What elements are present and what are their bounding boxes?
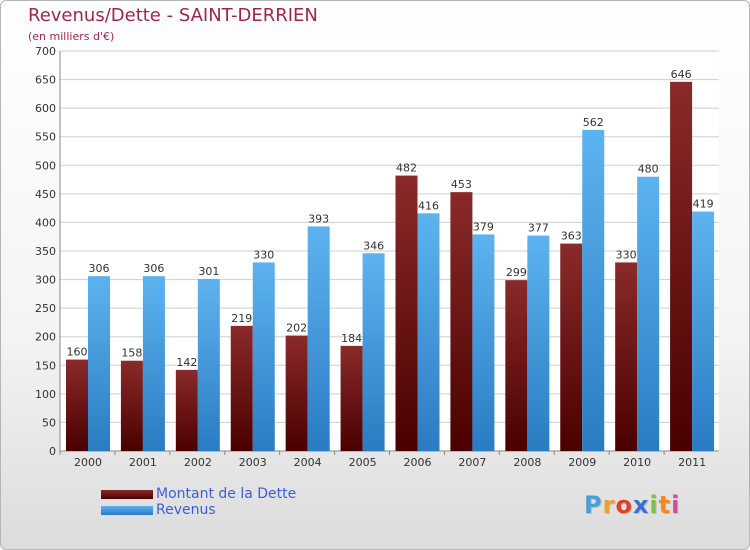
data-label: 158 (121, 347, 142, 360)
bar-revenus (362, 253, 385, 451)
x-tick-label: 2010 (623, 456, 651, 469)
legend-swatch-debt (101, 490, 153, 499)
y-tick-label: 0 (49, 445, 56, 458)
y-tick-label: 250 (35, 302, 56, 315)
y-tick-label: 500 (35, 159, 56, 172)
legend-swatch-revenus (101, 506, 153, 515)
y-tick-label: 350 (35, 245, 56, 258)
data-label: 377 (528, 222, 549, 235)
data-label: 142 (176, 356, 197, 369)
x-tick-label: 2005 (349, 456, 377, 469)
x-tick-label: 2009 (568, 456, 596, 469)
bar-dette (230, 325, 253, 451)
data-label: 160 (67, 346, 88, 359)
chart-subtitle: (en milliers d'€) (28, 30, 115, 43)
bar-revenus (472, 234, 495, 451)
data-label: 299 (506, 266, 527, 279)
x-tick-label: 2000 (74, 456, 102, 469)
y-tick-label: 700 (35, 45, 56, 58)
y-tick-label: 550 (35, 131, 56, 144)
data-label: 379 (473, 220, 494, 233)
bar-revenus (527, 235, 550, 451)
bar-dette (670, 81, 693, 451)
bar-revenus (252, 262, 275, 451)
data-label: 646 (671, 68, 692, 81)
bar-revenus (307, 226, 330, 451)
x-tick-label: 2008 (513, 456, 541, 469)
bar-dette (340, 345, 363, 451)
x-tick-label: 2003 (239, 456, 267, 469)
data-label: 306 (143, 262, 164, 275)
bar-dette (285, 335, 308, 451)
bar-revenus (417, 213, 440, 451)
data-label: 219 (231, 312, 252, 325)
x-tick-label: 2011 (678, 456, 706, 469)
data-label: 453 (451, 178, 472, 191)
bar-revenus (637, 176, 660, 451)
data-label: 346 (363, 239, 384, 252)
y-tick-label: 450 (35, 188, 56, 201)
data-label: 482 (396, 162, 417, 175)
x-tick-label: 2001 (129, 456, 157, 469)
bar-dette (615, 262, 638, 451)
bar-dette (120, 360, 143, 451)
legend-label-revenus: Revenus (156, 502, 216, 518)
y-tick-label: 650 (35, 74, 56, 87)
data-label: 330 (616, 248, 637, 261)
data-label: 416 (418, 199, 439, 212)
y-tick-label: 600 (35, 102, 56, 115)
x-tick-label: 2004 (294, 456, 322, 469)
data-label: 419 (693, 198, 714, 211)
x-tick-label: 2007 (458, 456, 486, 469)
bar-revenus (582, 129, 605, 451)
bar-revenus (142, 276, 165, 451)
bar-dette (505, 280, 528, 451)
bar-revenus (692, 211, 715, 451)
x-tick-label: 2006 (404, 456, 432, 469)
y-tick-label: 400 (35, 216, 56, 229)
y-tick-label: 300 (35, 274, 56, 287)
bar-dette (395, 175, 418, 452)
bar-revenus (197, 279, 220, 451)
data-label: 202 (286, 322, 307, 335)
data-label: 480 (638, 163, 659, 176)
data-label: 306 (89, 262, 110, 275)
proxiti-logo: Proxiti (584, 491, 681, 519)
data-label: 330 (253, 248, 274, 261)
bar-revenus (88, 276, 110, 451)
bar-dette (66, 359, 88, 451)
data-label: 393 (308, 212, 329, 225)
data-label: 363 (561, 230, 582, 243)
bar-dette (175, 369, 198, 451)
y-tick-label: 100 (35, 388, 56, 401)
data-label: 301 (198, 265, 219, 278)
x-tick-label: 2002 (184, 456, 212, 469)
legend-label-debt: Montant de la Dette (156, 486, 297, 502)
chart-title: Revenus/Dette - SAINT-DERRIEN (28, 5, 318, 26)
data-label: 562 (583, 116, 604, 129)
y-tick-label: 50 (42, 416, 56, 429)
y-tick-label: 150 (35, 359, 56, 372)
data-label: 184 (341, 332, 362, 345)
y-tick-label: 200 (35, 331, 56, 344)
bar-dette (450, 192, 473, 451)
bar-dette (560, 243, 583, 451)
